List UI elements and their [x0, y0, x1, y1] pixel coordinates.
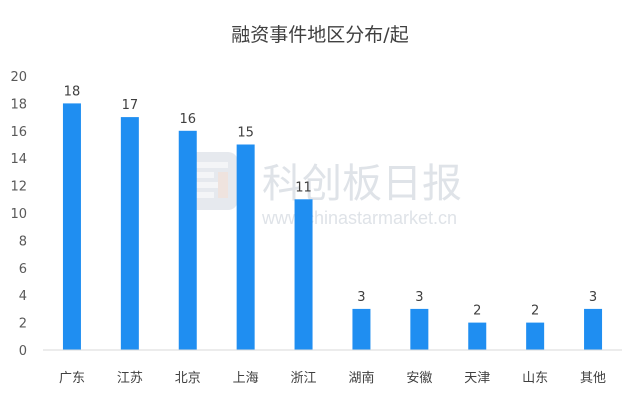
bar-value-label: 2: [531, 304, 539, 319]
bar: [526, 322, 545, 350]
watermark-name: 科创板日报: [262, 161, 462, 207]
x-tick-label: 天津: [464, 371, 490, 386]
y-tick-label: 0: [19, 344, 27, 359]
bar: [120, 117, 139, 350]
bar-value-label: 16: [179, 112, 196, 127]
y-tick-label: 2: [19, 317, 27, 332]
bar: [294, 199, 313, 350]
bar-value-label: 17: [122, 98, 139, 113]
y-tick-label: 12: [10, 180, 27, 195]
x-tick-label: 上海: [233, 371, 259, 386]
bar-value-label: 3: [589, 290, 597, 305]
bars: [62, 103, 603, 351]
y-tick-label: 8: [19, 234, 27, 249]
bar-value-label: 3: [357, 290, 365, 305]
bar: [410, 308, 429, 350]
bar: [352, 308, 371, 350]
bar: [584, 308, 603, 350]
y-tick-label: 4: [19, 289, 27, 304]
x-tick-label: 其他: [580, 371, 606, 386]
x-tick-label: 江苏: [117, 370, 143, 386]
bar-value-label: 15: [237, 126, 254, 141]
y-tick-label: 18: [10, 97, 27, 112]
x-tick-label: 安徽: [406, 371, 432, 386]
bar: [62, 103, 81, 351]
x-tick-label: 广东: [59, 371, 85, 386]
y-tick-label: 10: [10, 207, 27, 222]
y-tick-label: 20: [10, 70, 27, 85]
watermark-url: www.chinastarmarket.cn: [261, 208, 457, 228]
x-tick-label: 北京: [175, 371, 201, 386]
bar-value-label: 2: [473, 304, 481, 319]
bar-value-label: 11: [295, 180, 312, 195]
chart-title: 融资事件地区分布/起: [231, 24, 408, 46]
x-axis: 广东 江苏 北京 上海 浙江 湖南 安徽 天津 山东 其他: [59, 370, 606, 386]
x-tick-label: 山东: [522, 371, 548, 386]
x-tick-label: 浙江: [291, 371, 317, 386]
data-labels: 18 17 16 15 11 3 3 2 2 3: [64, 84, 598, 318]
y-axis: 0 2 4 6 8 10 12 14 16 18 20: [10, 70, 27, 359]
y-tick-label: 16: [10, 125, 27, 140]
bar: [236, 144, 255, 350]
bar: [178, 130, 197, 350]
x-tick-label: 湖南: [348, 370, 374, 386]
bar-value-label: 3: [415, 290, 423, 305]
bar: [468, 322, 487, 350]
y-tick-label: 14: [10, 152, 27, 167]
bar-value-label: 18: [64, 84, 81, 99]
watermark: 科创板日报 www.chinastarmarket.cn: [180, 152, 462, 228]
y-tick-label: 6: [19, 262, 27, 277]
